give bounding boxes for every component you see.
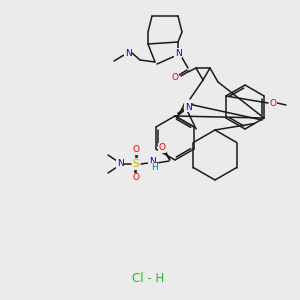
Text: N: N: [148, 158, 155, 166]
Text: S: S: [133, 159, 139, 169]
Text: N: N: [117, 160, 123, 169]
Text: O: O: [172, 74, 178, 82]
Text: Cl - H: Cl - H: [132, 272, 164, 284]
Text: O: O: [133, 146, 140, 154]
Text: N: N: [124, 49, 131, 58]
Text: O: O: [158, 143, 166, 152]
Text: N: N: [175, 49, 182, 58]
Text: H: H: [152, 164, 158, 172]
Text: O: O: [133, 173, 140, 182]
Text: N: N: [184, 103, 191, 112]
Text: O: O: [269, 98, 277, 107]
